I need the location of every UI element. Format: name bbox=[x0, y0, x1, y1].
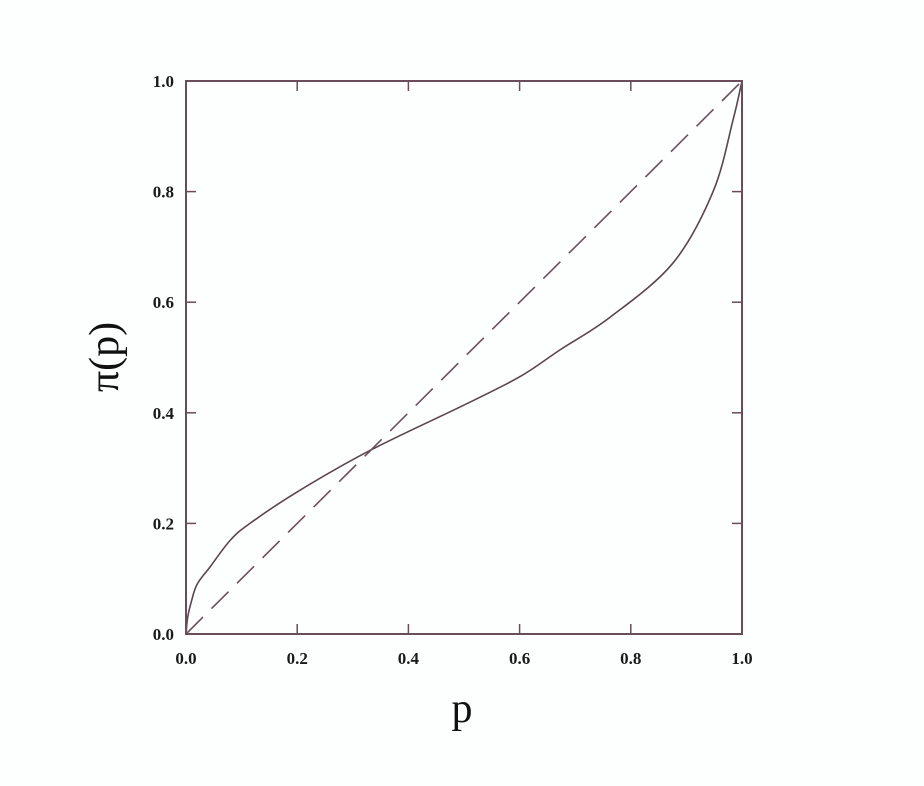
y-tick-label: 0.4 bbox=[153, 404, 175, 423]
y-tick-label: 0.6 bbox=[153, 293, 174, 312]
series bbox=[185, 80, 743, 635]
x-tick-label: 0.6 bbox=[509, 649, 530, 668]
x-tick-label: 1.0 bbox=[731, 649, 752, 668]
x-tick-label: 0.2 bbox=[287, 649, 308, 668]
x-tick-label: 0.4 bbox=[398, 649, 420, 668]
y-tick-label: 0.2 bbox=[153, 514, 174, 533]
y-tick-label: 0.8 bbox=[153, 183, 174, 202]
x-tick-label: 0.0 bbox=[175, 649, 196, 668]
plot-frame bbox=[185, 80, 743, 635]
weighting-curve bbox=[185, 80, 743, 635]
y-tick-label: 0.0 bbox=[153, 625, 174, 644]
tick-labels: 0.0 0.2 0.4 0.6 0.8 1.0 0.0 0.2 0.4 0.6 0.8 1.0 bbox=[153, 72, 753, 668]
x-tick-label: 0.8 bbox=[620, 649, 641, 668]
x-axis-label: p bbox=[452, 686, 473, 732]
diagonal-reference-line bbox=[185, 80, 743, 635]
y-axis-label: π(p) bbox=[82, 322, 128, 392]
y-tick-label: 1.0 bbox=[153, 72, 174, 91]
